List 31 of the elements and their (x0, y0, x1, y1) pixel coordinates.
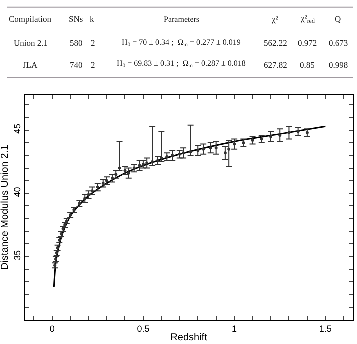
text: 740 (70, 60, 83, 70)
text: 0.998 (329, 60, 348, 70)
text: Compilation (9, 14, 52, 24)
text: H$_{0}$ = 70 ± 0.34 ; Ω$_{m}$ = 0.277 ± 0.019 (122, 38, 241, 49)
text: Parameters (164, 15, 200, 24)
text: χ²$_{red}$ (300, 13, 315, 25)
x-tick-label: 0 (50, 324, 55, 334)
text: 580 (70, 38, 83, 48)
x-tick-label: 0.5 (137, 324, 150, 334)
y-axis-title: Distance Modulus Union 2.1 (0, 144, 11, 270)
x-tick-label: 1 (232, 324, 238, 334)
text: 2 (91, 60, 96, 70)
text: 562.22 (264, 38, 288, 48)
x-axis-title: Redshift (170, 332, 208, 344)
text: H$_{0}$ = 69.83 ± 0.31 ; Ω$_{m}$ = 0.287 ± 0.018 (117, 59, 246, 70)
y-tick-label: 40 (12, 187, 22, 198)
text: k (90, 14, 95, 24)
text: Union 2.1 (14, 38, 48, 48)
text: 0.673 (329, 38, 348, 48)
text: χ² (271, 14, 279, 24)
text: 2 (91, 38, 96, 48)
x-tick-label: 1.5 (319, 324, 332, 334)
text: Q (335, 14, 342, 24)
text: SNs (69, 14, 84, 24)
line-series (53, 126, 326, 288)
text: 0.85 (300, 60, 315, 70)
text: 627.82 (264, 60, 288, 70)
y-tick-label: 45 (12, 124, 22, 134)
y-tick-label: 35 (12, 250, 22, 260)
text: 0.972 (298, 38, 318, 48)
text: JLA (23, 60, 38, 70)
